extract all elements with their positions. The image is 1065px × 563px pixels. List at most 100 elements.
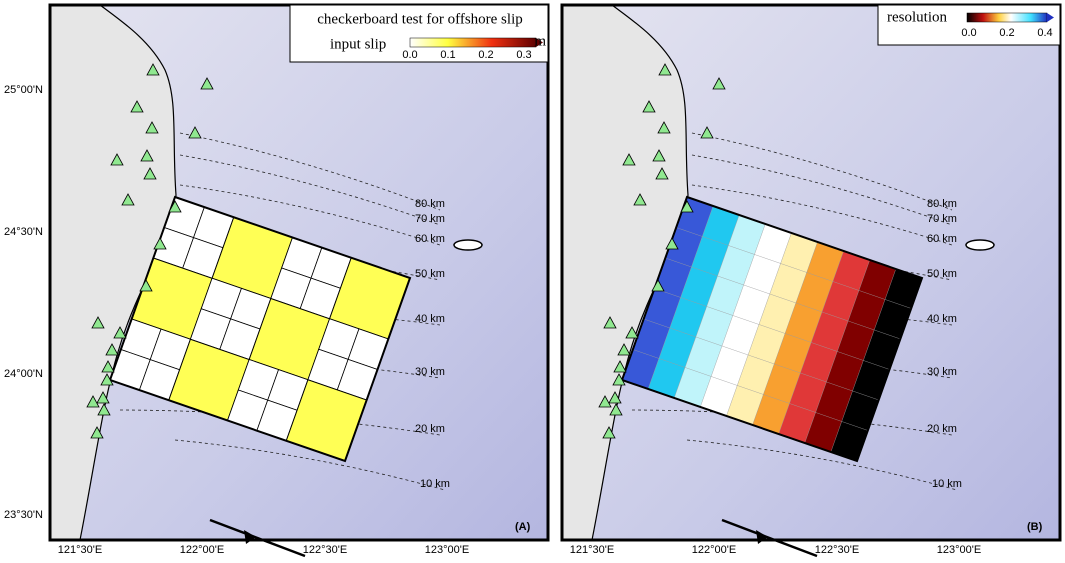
station xyxy=(105,343,119,356)
depth-label: 80 km xyxy=(927,198,957,210)
fault-outline xyxy=(108,195,412,463)
island xyxy=(453,239,483,251)
colorbar xyxy=(409,37,537,48)
depth-label: 40 km xyxy=(415,313,445,325)
depth-label: 10 km xyxy=(932,478,962,490)
panel-label: (B) xyxy=(1027,521,1043,533)
depth-contour xyxy=(641,354,953,379)
colorbar-tick-label: 0.0 xyxy=(402,49,417,61)
station xyxy=(145,121,159,134)
station xyxy=(617,343,631,356)
station xyxy=(143,167,157,180)
station xyxy=(101,360,115,373)
depth-label: 50 km xyxy=(415,268,445,280)
station xyxy=(598,395,612,408)
station xyxy=(622,153,636,166)
station xyxy=(121,193,135,206)
station xyxy=(613,360,627,373)
legend-box xyxy=(877,4,1061,46)
station xyxy=(113,326,127,339)
depth-contour xyxy=(691,132,953,211)
depth-label: 60 km xyxy=(927,233,957,245)
station xyxy=(168,200,182,213)
map-panel: 80 km 70 km 60 km 50 km 40 km 30 km 20 km 10 km… xyxy=(560,3,1062,558)
depth-label: 20 km xyxy=(927,423,957,435)
x-tick-label: 123°00'E xyxy=(937,544,981,556)
x-tick-label: 122°30'E xyxy=(303,544,347,556)
colorbar-arrow xyxy=(536,38,543,47)
station xyxy=(86,395,100,408)
station xyxy=(608,391,622,404)
depth-contour xyxy=(179,132,441,211)
x-tick-label: 122°30'E xyxy=(815,544,859,556)
fault-outline xyxy=(620,195,924,463)
depth-label: 30 km xyxy=(927,366,957,378)
depth-contour xyxy=(179,154,441,226)
x-tick-label: 121°30'E xyxy=(570,544,614,556)
station xyxy=(680,200,694,213)
depth-contour xyxy=(691,154,953,226)
colorbar-tick-label: 0.0 xyxy=(961,27,976,39)
trench xyxy=(721,518,818,558)
station xyxy=(602,426,616,439)
station xyxy=(652,149,666,162)
station xyxy=(658,63,672,76)
colorbar-label: input slip xyxy=(330,36,386,52)
station xyxy=(651,279,665,292)
depth-contour xyxy=(691,184,953,246)
legend-box xyxy=(289,4,549,63)
station xyxy=(655,167,669,180)
depth-label: 40 km xyxy=(927,313,957,325)
island xyxy=(965,239,995,251)
depth-label: 80 km xyxy=(415,198,445,210)
trench xyxy=(209,518,306,558)
x-tick-label: 122°00'E xyxy=(180,544,224,556)
station xyxy=(90,426,104,439)
colorbar-tick-label: 0.3 xyxy=(516,49,531,61)
map-frame xyxy=(560,3,1062,542)
station xyxy=(642,100,656,113)
y-tick-label: 24°00'N xyxy=(4,368,43,380)
station xyxy=(153,237,167,250)
x-tick-label: 123°00'E xyxy=(425,544,469,556)
depth-label: 10 km xyxy=(420,478,450,490)
depth-label: 60 km xyxy=(415,233,445,245)
y-tick-label: 25°00'N xyxy=(4,84,43,96)
station xyxy=(97,403,111,416)
depth-label: 20 km xyxy=(415,423,445,435)
y-tick-label: 24°30'N xyxy=(4,226,43,238)
station xyxy=(603,316,617,329)
station xyxy=(665,237,679,250)
legend-title: checkerboard test for offshore slip xyxy=(317,11,522,27)
station xyxy=(700,126,714,139)
station xyxy=(612,373,626,386)
panel-label: (A) xyxy=(515,521,531,533)
depth-label: 50 km xyxy=(927,268,957,280)
station xyxy=(625,326,639,339)
station xyxy=(140,149,154,162)
legend-title: resolution xyxy=(887,9,947,25)
y-tick-label: 23°30'N xyxy=(4,509,43,521)
station xyxy=(712,77,726,90)
station xyxy=(146,63,160,76)
depth-label: 70 km xyxy=(927,213,957,225)
colorbar-tick-label: 0.2 xyxy=(478,49,493,61)
station xyxy=(188,126,202,139)
station xyxy=(91,316,105,329)
depth-contour xyxy=(129,354,441,379)
depth-contour xyxy=(179,184,441,246)
colorbar-unit: m xyxy=(534,33,546,49)
colorbar-tick-label: 0.4 xyxy=(1037,27,1052,39)
station xyxy=(657,121,671,134)
x-tick-label: 121°30'E xyxy=(58,544,102,556)
station xyxy=(609,403,623,416)
colorbar xyxy=(966,12,1048,23)
colorbar-arrow xyxy=(1047,13,1054,22)
colorbar-tick-label: 0.1 xyxy=(440,49,455,61)
x-tick-label: 122°00'E xyxy=(692,544,736,556)
station xyxy=(633,193,647,206)
station xyxy=(139,279,153,292)
depth-label: 70 km xyxy=(415,213,445,225)
station xyxy=(130,100,144,113)
